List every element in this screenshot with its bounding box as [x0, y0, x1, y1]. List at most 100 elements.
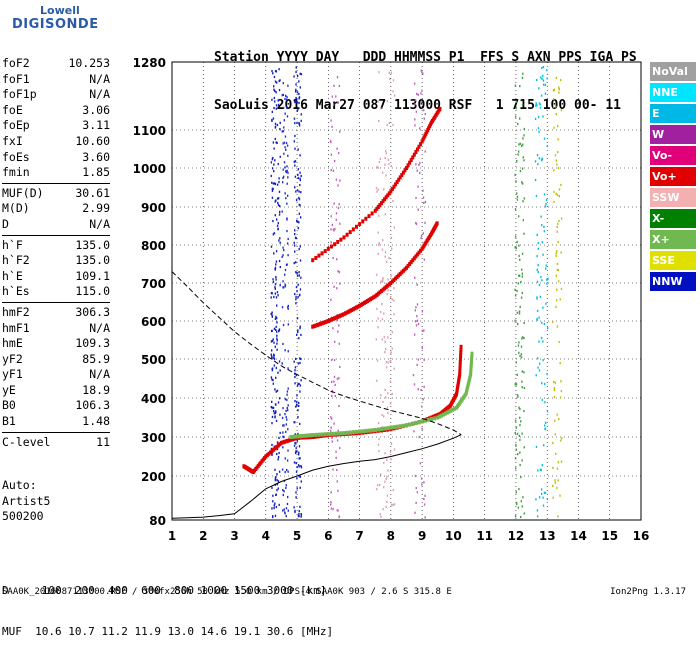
- noise-dot: [544, 428, 546, 431]
- y-tick-label: 1100: [133, 124, 166, 138]
- noise-dot: [297, 464, 300, 467]
- noise-dot: [282, 175, 285, 178]
- noise-dot: [521, 291, 524, 295]
- noise-dot: [334, 228, 336, 231]
- noise-dot: [298, 212, 301, 215]
- noise-dot: [552, 441, 554, 445]
- echo-mark: [320, 251, 324, 256]
- noise-dot: [276, 478, 278, 482]
- noise-dot: [300, 73, 303, 76]
- noise-dot: [293, 444, 296, 447]
- noise-dot: [414, 103, 416, 106]
- noise-dot: [417, 93, 419, 96]
- noise-dot: [514, 467, 517, 470]
- noise-dot: [541, 464, 543, 467]
- param-row: yF1 N/A: [2, 367, 110, 383]
- noise-dot: [558, 195, 561, 198]
- echo-mark: [376, 205, 380, 209]
- noise-dot: [413, 82, 416, 85]
- noise-dot: [334, 394, 336, 398]
- noise-dot: [273, 96, 276, 100]
- noise-dot: [556, 124, 559, 128]
- noise-dot: [520, 500, 523, 503]
- noise-dot: [375, 273, 378, 276]
- param-separator: [2, 234, 110, 236]
- noise-dot: [286, 144, 289, 147]
- noise-dot: [537, 469, 539, 472]
- noise-dot: [519, 305, 521, 308]
- noise-dot: [271, 167, 274, 170]
- noise-dot: [270, 349, 273, 352]
- noise-dot: [296, 394, 298, 397]
- noise-dot: [515, 106, 517, 110]
- legend-entry: W: [650, 125, 696, 144]
- param-value: N/A: [89, 71, 110, 86]
- noise-dot: [552, 105, 555, 109]
- noise-dot: [517, 153, 519, 156]
- noise-dot: [547, 327, 549, 330]
- noise-dot: [282, 324, 285, 327]
- noise-dot: [339, 282, 341, 285]
- noise-dot: [273, 356, 275, 359]
- noise-dot: [419, 462, 422, 465]
- echo-mark: [345, 430, 349, 435]
- noise-dot: [561, 437, 563, 440]
- noise-dot: [293, 262, 295, 265]
- profile-curve: [171, 434, 462, 519]
- noise-dot: [273, 75, 276, 79]
- noise-dot: [295, 190, 297, 193]
- noise-dot: [546, 498, 549, 501]
- noise-dot: [385, 505, 387, 508]
- noise-dot: [519, 169, 522, 173]
- noise-dot: [336, 439, 339, 442]
- echo-mark: [286, 438, 290, 443]
- header-line-1: Station YYYY DAY DDD HHMMSS P1 FFS S AXN…: [214, 50, 637, 65]
- noise-dot: [520, 280, 522, 284]
- noise-dot: [517, 150, 520, 153]
- echo-mark: [272, 447, 276, 452]
- noise-dot: [299, 422, 301, 426]
- noise-dot: [537, 127, 540, 130]
- echo-mark: [353, 306, 357, 311]
- noise-dot: [381, 248, 384, 251]
- noise-dot: [536, 309, 539, 312]
- param-name: B1: [2, 414, 16, 429]
- noise-dot: [332, 103, 335, 106]
- noise-dot: [557, 138, 559, 141]
- noise-dot: [298, 101, 300, 105]
- noise-dot: [521, 103, 524, 107]
- ionogram-chart: 1 2 3 4 5 6 7 8 9 10 11 12 13 14 15 1680200300400500600…: [133, 56, 650, 543]
- noise-dot: [293, 140, 295, 143]
- noise-dot: [416, 491, 419, 494]
- noise-dot: [286, 406, 288, 410]
- noise-dot: [285, 430, 287, 434]
- noise-dot: [298, 190, 300, 193]
- noise-dot: [295, 70, 297, 74]
- noise-dot: [536, 317, 538, 320]
- noise-dot: [420, 69, 422, 72]
- echo-mark: [469, 367, 473, 372]
- echo-mark: [406, 263, 410, 268]
- noise-dot: [283, 152, 285, 155]
- noise-dot: [270, 296, 272, 299]
- noise-dot: [286, 165, 288, 168]
- noise-dot: [387, 469, 389, 472]
- echo-mark: [279, 440, 283, 445]
- echo-mark: [403, 168, 407, 173]
- noise-dot: [523, 321, 525, 325]
- param-name: h`Es: [2, 284, 30, 299]
- y-tick-label: 1280: [133, 56, 166, 70]
- echo-mark: [367, 428, 371, 433]
- logo-bottom-text: DIGISONDE: [12, 17, 99, 32]
- noise-dot: [274, 283, 277, 286]
- noise-dot: [333, 84, 335, 87]
- noise-dot: [415, 501, 417, 504]
- param-value: 30.61: [75, 185, 110, 200]
- noise-dot: [271, 196, 274, 199]
- noise-dot: [282, 181, 284, 184]
- noise-dot: [423, 481, 425, 484]
- noise-dot: [297, 401, 300, 404]
- noise-dot: [385, 149, 387, 153]
- noise-dot: [387, 411, 389, 415]
- noise-dot: [534, 117, 537, 121]
